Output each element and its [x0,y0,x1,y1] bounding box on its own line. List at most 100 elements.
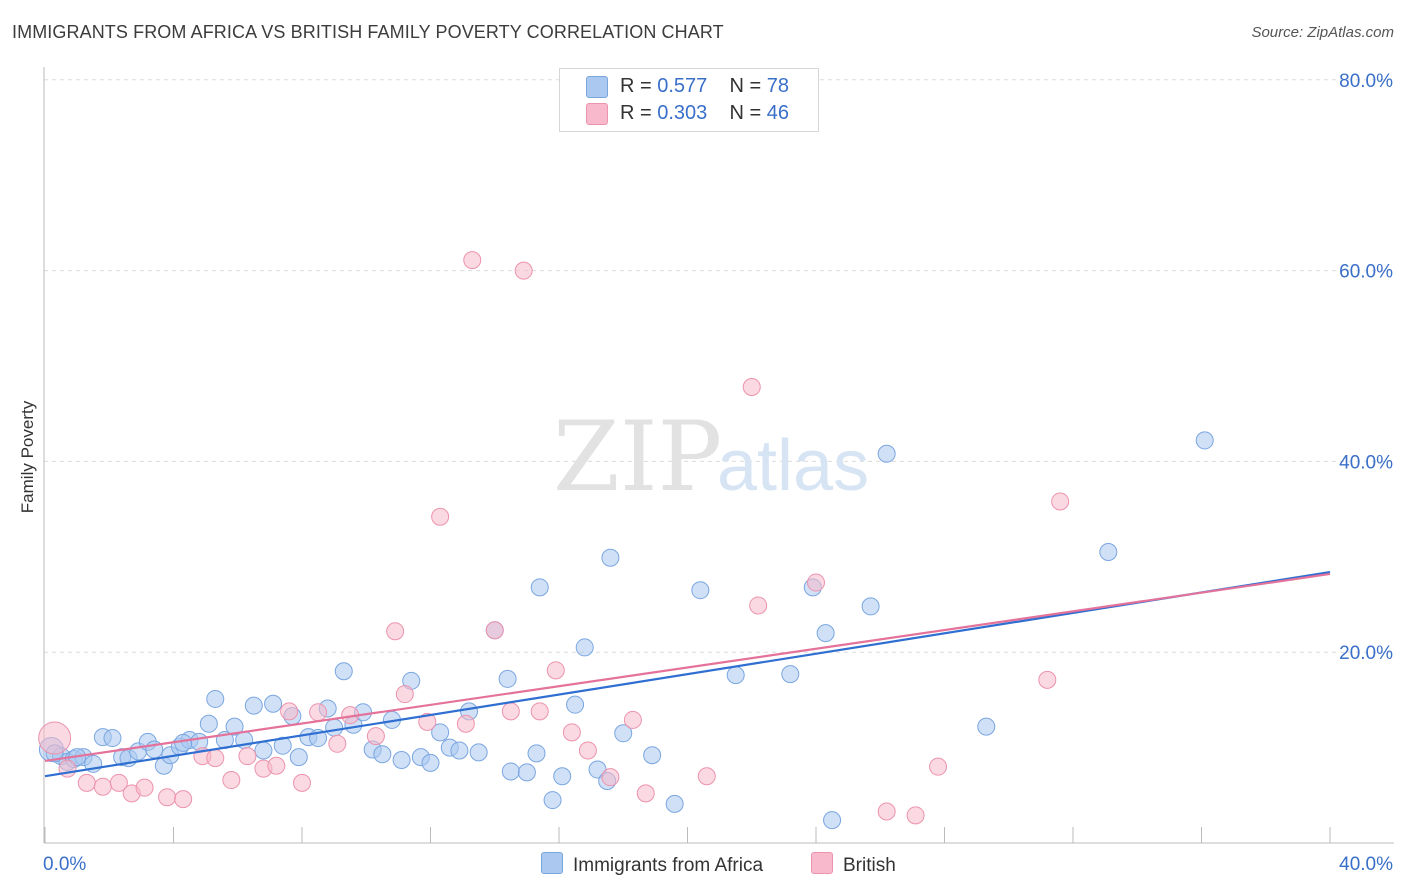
british-point [395,685,414,704]
y-tick-label: 20.0% [1339,643,1393,664]
legend-n-label: N = [729,75,767,97]
british-point [485,621,504,640]
british-point [623,710,642,729]
bottom-legend-label: British [843,855,896,876]
axes [43,67,1394,844]
british-point [158,788,177,807]
immigrants-point [431,723,450,742]
british-point [328,734,347,753]
legend-r-label: R = [620,102,658,124]
british-point [386,622,405,641]
gridlines [44,79,1394,653]
legend-r-value: 0.577 [657,75,708,97]
british-point [206,749,225,768]
immigrants-point [450,741,469,760]
british-point [929,757,948,776]
trend-lines [44,570,1331,778]
legend-r-value: 0.303 [657,102,708,124]
british-point [906,806,925,825]
british-point [280,702,299,721]
immigrants-point [877,444,896,463]
british-point [135,778,154,797]
immigrants-point [334,662,353,681]
data-points [38,251,1214,830]
british-point [562,723,581,742]
british-point [749,596,768,615]
immigrants-point [469,743,488,762]
immigrants-point [530,578,549,597]
british-point [546,661,565,680]
y-axis-label: Family Poverty [18,400,37,514]
bottom-legend-immigrants: Immigrants from Africa [541,852,763,877]
bottom-legend-label: Immigrants from Africa [573,855,764,876]
immigrants-point [1195,431,1214,450]
british-point [93,777,112,796]
british-point [238,747,257,766]
immigrants-point [1099,543,1118,562]
immigrants-point [691,581,710,600]
immigrants-point [601,548,620,567]
immigrants-point [325,718,344,737]
y-tick-label: 80.0% [1339,71,1393,92]
immigrants-point [861,597,880,616]
british-point [174,790,193,809]
british-point [1038,670,1057,689]
british-point [463,251,482,270]
y-tick-label: 40.0% [1339,452,1393,473]
british-point [1051,492,1070,511]
tick-labels: 20.0% 40.0% 60.0% 80.0% 0.0% 40.0% [43,71,1393,875]
immigrants-point [517,763,536,782]
british-point [514,261,533,280]
british-point [501,702,520,721]
british-point [742,377,761,396]
watermark: ZIP atlas [553,401,869,513]
legend-n-label: N = [729,102,767,124]
immigrants-point [553,767,572,786]
immigrants-point [289,748,308,767]
immigrants-point [643,746,662,765]
british-point [77,773,96,792]
immigrants-point [566,695,585,714]
immigrants-point [823,811,842,830]
british-point [530,702,549,721]
british-point [456,714,475,733]
immigrants-point [665,794,684,813]
british-point [309,703,328,722]
legend-r-label: R = [620,75,658,97]
watermark-zip: ZIP [553,401,722,513]
bottom-legend-british: British [811,852,896,877]
bottom-legend-swatch-pink [811,852,833,874]
immigrants-point [273,736,292,755]
source-attribution: Source: ZipAtlas.com [1251,24,1394,41]
bottom-legend-swatch-blue [541,852,563,874]
legend-n-value: 46 [766,102,790,124]
immigrants-point [781,665,800,684]
immigrants-point [103,729,122,748]
legend-swatch-blue [586,76,608,98]
immigrants-point [244,696,263,715]
legend-n-value: 78 [766,75,790,97]
y-tick-label: 60.0% [1339,262,1393,283]
british-point [601,768,620,787]
british-point [366,727,385,746]
british-point [807,573,825,592]
x-tick-label: 0.0% [43,854,86,875]
immigrants-point [254,741,273,760]
legend-swatch-pink [586,103,608,125]
immigrants-point [264,694,283,713]
immigrants-point [392,751,411,770]
immigrants-point [501,762,520,781]
immigrants-point [206,689,225,708]
british-point [38,721,72,755]
immigrants-point [816,624,835,643]
british-point [578,741,597,760]
immigrants-point [726,666,745,685]
immigrants-point [498,669,517,688]
watermark-atlas: atlas [717,426,869,506]
immigrants-point [225,717,244,736]
x-tick-label: 40.0% [1339,854,1393,875]
immigrants-point [373,745,392,764]
immigrants-point [421,753,440,772]
immigrants-point [575,638,594,657]
